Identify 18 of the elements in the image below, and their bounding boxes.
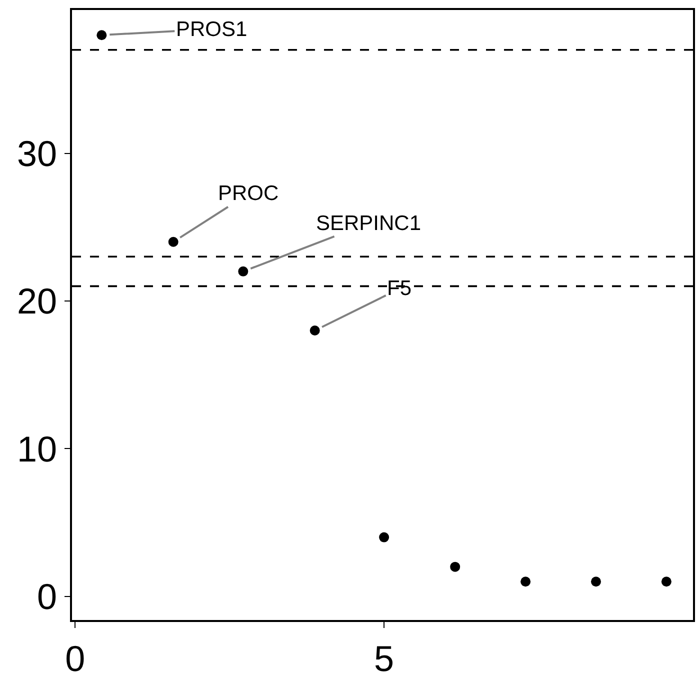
point [520, 576, 531, 587]
point [379, 532, 390, 542]
y-tick-label: 30 [17, 132, 58, 174]
y-tick-label: 10 [17, 428, 58, 470]
point [168, 236, 178, 247]
point [450, 562, 460, 572]
annotation: SERPINC1 [316, 212, 422, 235]
annotation: PROS1 [176, 18, 248, 41]
point [238, 266, 248, 276]
point [310, 326, 320, 336]
annotation: F5 [387, 277, 412, 300]
point [661, 576, 672, 587]
y-tick-label: 0 [37, 576, 58, 617]
point [590, 576, 601, 587]
x-tick-label: 5 [374, 638, 394, 679]
point [96, 30, 107, 40]
y-tick-label: 20 [17, 280, 58, 322]
annotation: PROC [218, 182, 279, 205]
